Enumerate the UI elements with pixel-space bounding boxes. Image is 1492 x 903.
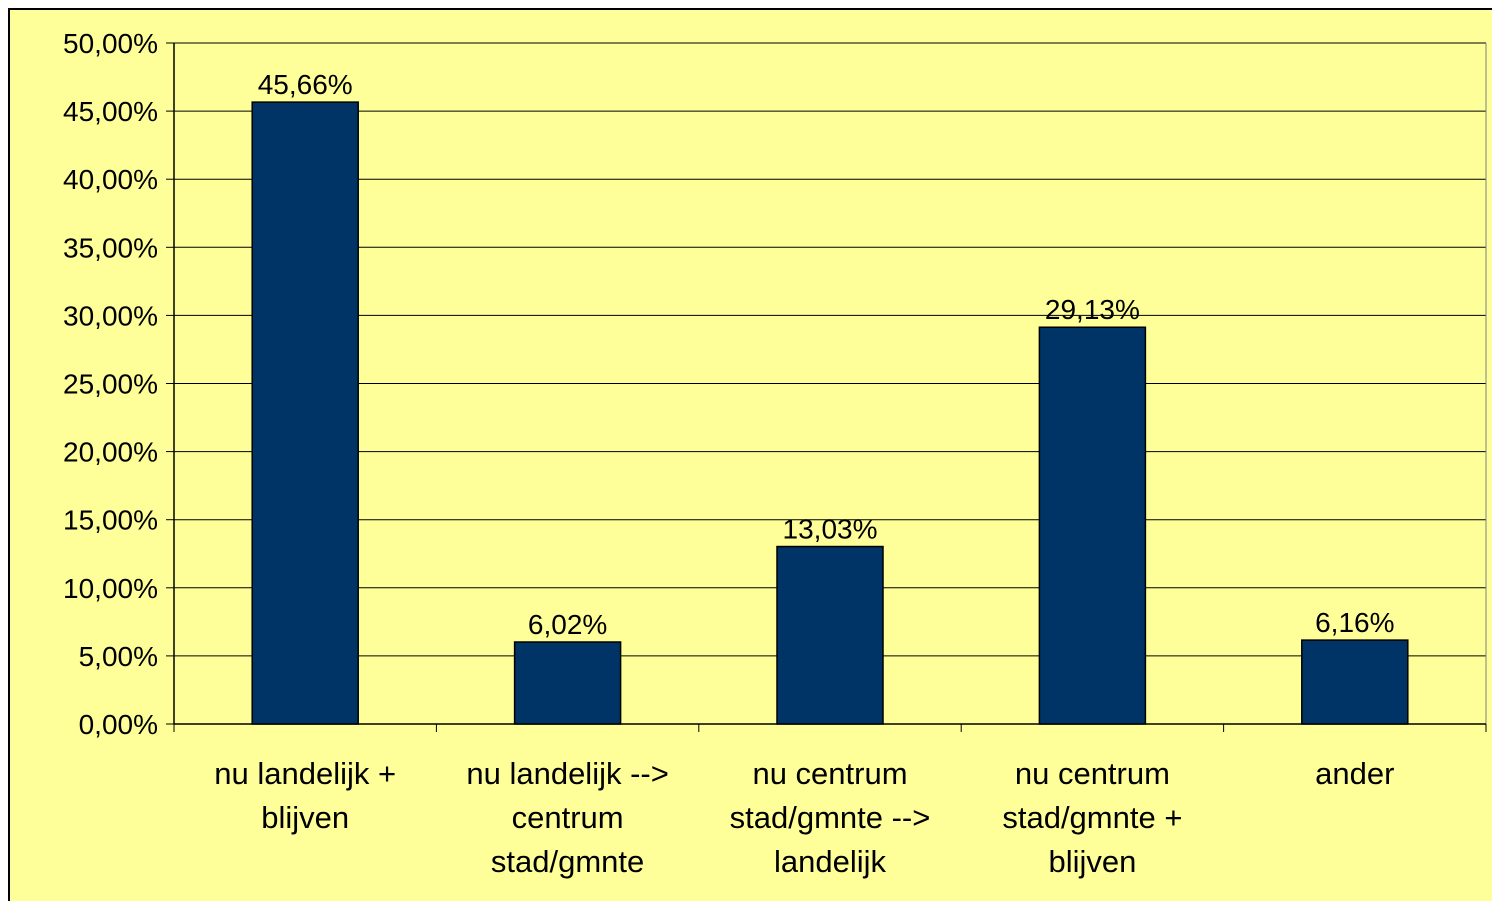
- x-category-label-line: nu landelijk +: [214, 756, 396, 791]
- y-tick-label: 30,00%: [63, 300, 158, 331]
- x-category-label-line: landelijk: [774, 844, 887, 879]
- y-tick-label: 40,00%: [63, 164, 158, 195]
- x-category-label-line: stad/gmnte +: [1002, 800, 1182, 835]
- bar: [251, 101, 359, 725]
- y-tick-label: 25,00%: [63, 369, 158, 400]
- y-tick-label: 0,00%: [79, 709, 158, 740]
- y-tick-label: 10,00%: [63, 573, 158, 604]
- chart-area: 0,00% 5,00% 10,00% 15,00% 20,00% 25,00% 30,00%…: [8, 8, 1492, 901]
- bar-chart: 0,00% 5,00% 10,00% 15,00% 20,00% 25,00% 30,00%…: [63, 28, 1487, 879]
- bar: [513, 641, 622, 725]
- y-tick-label: 35,00%: [63, 232, 158, 263]
- x-category-label-line: blijven: [1048, 844, 1136, 879]
- y-tick-label: 50,00%: [63, 28, 158, 59]
- x-category-label-line: nu centrum: [1015, 756, 1170, 791]
- bar: [1301, 639, 1409, 725]
- x-category-label-line: nu centrum: [752, 756, 907, 791]
- x-category-label-line: ander: [1315, 756, 1394, 791]
- data-label: 13,03%: [783, 514, 878, 545]
- bars: [251, 101, 1409, 725]
- bar: [776, 545, 884, 725]
- y-tick-label: 15,00%: [63, 505, 158, 536]
- data-label: 29,13%: [1045, 294, 1140, 325]
- y-tick-label: 5,00%: [79, 641, 158, 672]
- x-category-label-line: nu landelijk -->: [466, 756, 668, 791]
- x-category-label: nu centrum stad/gmnte + blijven: [1002, 756, 1182, 879]
- y-tick-label: 20,00%: [63, 437, 158, 468]
- x-category-label-line: blijven: [261, 800, 349, 835]
- labels: 0,00% 5,00% 10,00% 15,00% 20,00% 25,00% 30,00%…: [63, 28, 1394, 879]
- data-label: 45,66%: [258, 69, 353, 100]
- grid-lines: [174, 42, 1486, 657]
- x-category-label: nu landelijk --> centrum stad/gmnte: [466, 756, 668, 879]
- bar: [1038, 326, 1147, 725]
- x-category-label-line: centrum: [512, 800, 624, 835]
- x-category-label: ander: [1315, 756, 1394, 791]
- x-category-label: nu landelijk + blijven: [214, 756, 396, 835]
- x-category-label: nu centrum stad/gmnte --> landelijk: [730, 756, 931, 879]
- data-label: 6,02%: [528, 609, 607, 640]
- x-category-label-line: stad/gmnte -->: [730, 800, 931, 835]
- y-tick-label: 45,00%: [63, 96, 158, 127]
- x-category-label-line: stad/gmnte: [491, 844, 644, 879]
- data-label: 6,16%: [1315, 607, 1394, 638]
